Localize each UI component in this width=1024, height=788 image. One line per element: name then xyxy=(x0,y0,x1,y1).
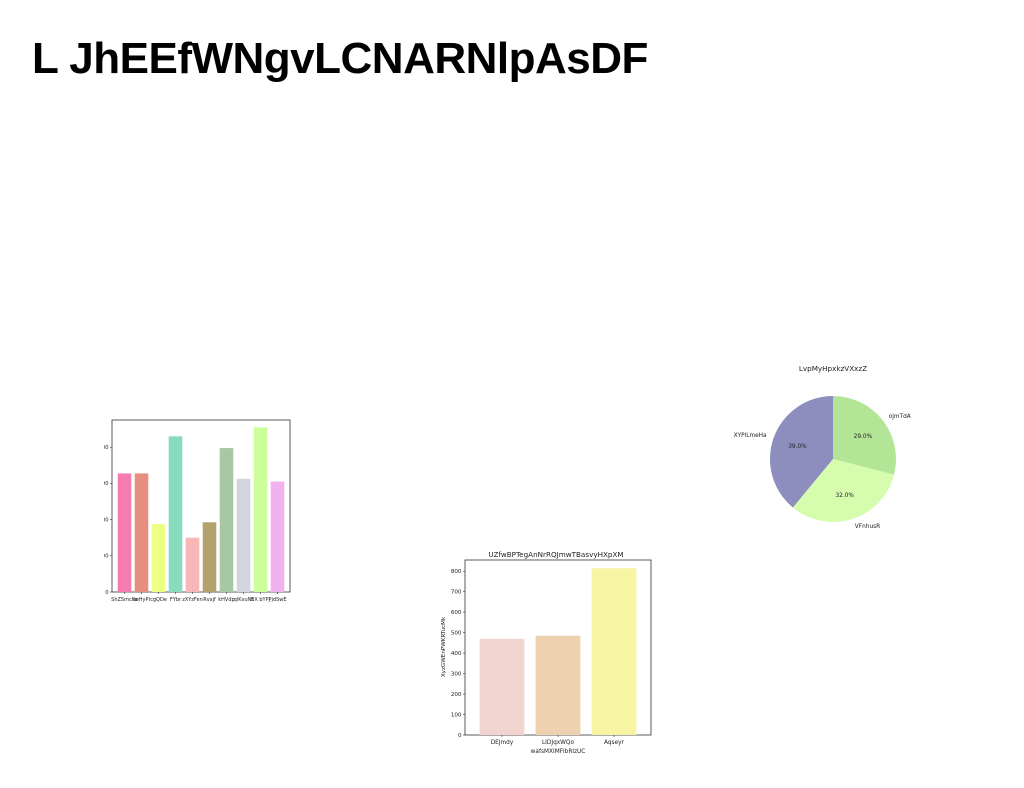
bar-chart-1: 0 200 400 600 800 ShZSmcKezeHyPlcgQDeFYbrzXY… xyxy=(104,419,291,603)
y-axis-label: XyzGWEnPWKRTucMk xyxy=(441,616,447,677)
x-tick-label: ShZSmcKe xyxy=(111,597,138,603)
pie-slice-label: ojmTdA xyxy=(889,414,911,420)
x-tick-label: qlKvuNt xyxy=(234,597,254,603)
pie-slice-label: XYPlLmeHa xyxy=(734,433,767,439)
bar xyxy=(535,635,581,735)
chart-title: LvpMyHpxkzVXxzZ xyxy=(799,364,867,373)
x-tick-label: LIDJqxWQo xyxy=(542,740,575,746)
y-tick-label: 500 xyxy=(451,630,462,636)
x-tick-label: zeHyPl xyxy=(133,597,150,603)
pie-slice xyxy=(770,396,833,508)
x-tick-label: FYbr xyxy=(170,597,182,603)
y-tick-label: 200 xyxy=(451,692,462,698)
pie-percent-label: 32.0% xyxy=(835,493,854,499)
x-tick-label: zXYzFen xyxy=(182,597,203,603)
y-tick-label: 800 xyxy=(451,569,462,575)
y-tick-label: 0 xyxy=(105,590,108,596)
bar-chart-2: UZfwBPTegAnNrRQJmwTBasvyHXpXM 0 100 200 300… xyxy=(441,550,652,755)
bar xyxy=(253,427,268,592)
bar xyxy=(134,473,149,592)
x-tick-label: DEJmdy xyxy=(491,740,514,746)
bar xyxy=(236,478,251,592)
bar xyxy=(185,537,200,592)
x-tick-label: kHVdp xyxy=(218,597,234,603)
pie-chart: LvpMyHpxkzVXxzZ 29.0% ojmTdA 32.0% VFnhusR 3… xyxy=(734,364,911,530)
bar xyxy=(479,638,525,735)
pie-slice xyxy=(792,459,895,522)
x-tick-label: PjdSwE xyxy=(268,597,286,603)
y-tick-label: 800 xyxy=(104,445,109,451)
bar xyxy=(202,522,217,592)
x-tick-label: cgQDe xyxy=(150,597,167,603)
plot-frame xyxy=(111,419,291,593)
chart-title: UZfwBPTegAnNrRQJmwTBasvyHXpXM xyxy=(488,550,623,559)
y-tick-label: 200 xyxy=(104,554,109,560)
y-tick-label: 300 xyxy=(451,671,462,677)
x-tick-label: Aqseyr xyxy=(604,740,625,746)
x-tick-label: Rvxjf xyxy=(203,597,216,603)
pie-percent-label: 29.0% xyxy=(854,434,873,440)
y-tick-label: 600 xyxy=(451,610,462,616)
y-tick-label: 0 xyxy=(458,733,462,739)
x-tick-label: BX bYPJ xyxy=(251,597,270,603)
pie-percent-label: 39.0% xyxy=(788,444,807,450)
bar xyxy=(168,436,183,592)
bar xyxy=(151,524,166,592)
bar xyxy=(219,448,234,592)
x-axis-label: wafsMXIMFlbRlzUC xyxy=(531,749,586,755)
y-tick-label: 700 xyxy=(451,590,462,596)
y-tick-label: 400 xyxy=(451,651,462,657)
pie-slice-label: VFnhusR xyxy=(855,524,880,530)
y-tick-label: 100 xyxy=(451,712,462,718)
bar xyxy=(270,481,285,592)
bar xyxy=(117,473,132,592)
y-tick-label: 400 xyxy=(104,517,109,523)
pie-slice xyxy=(833,396,896,475)
y-tick-label: 600 xyxy=(104,481,109,487)
page-title: L JhEEfWNgvLCNARNlpAsDF xyxy=(32,34,648,83)
bar xyxy=(591,568,637,735)
